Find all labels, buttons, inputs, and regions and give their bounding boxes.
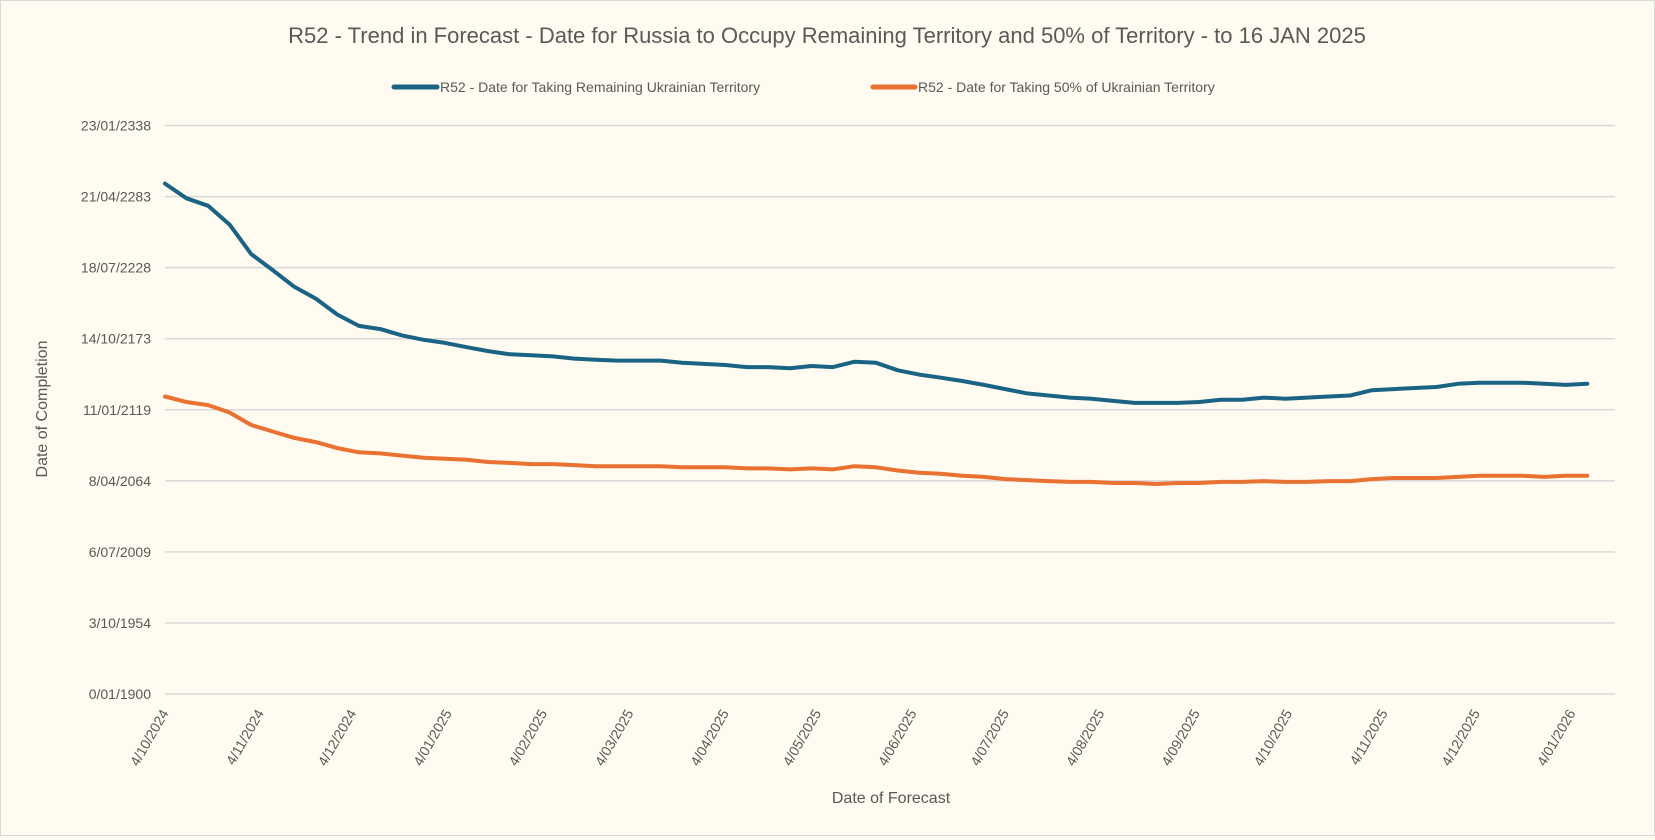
x-axis-ticks: 4/10/2024 4/11/2024 4/12/2024 4/01/2025 4/02… — [127, 706, 1579, 768]
x-axis-title: Date of Forecast — [832, 790, 951, 807]
x-tick-label: 4/03/2025 — [591, 706, 636, 768]
legend: R52 - Date for Taking Remaining Ukrainia… — [394, 79, 1215, 95]
series-line-remaining-territory — [165, 184, 1587, 403]
legend-label-50pct: R52 - Date for Taking 50% of Ukrainian T… — [918, 79, 1215, 95]
x-tick-label: 4/01/2025 — [410, 706, 455, 768]
y-tick-label: 6/07/2009 — [89, 544, 151, 560]
x-tick-label: 4/06/2025 — [875, 706, 920, 768]
y-tick-label: 3/10/1954 — [89, 615, 151, 631]
x-tick-label: 4/01/2026 — [1533, 706, 1578, 768]
gridlines — [165, 126, 1615, 695]
y-axis-title: Date of Completion — [34, 341, 51, 478]
x-tick-label: 4/09/2025 — [1158, 706, 1203, 768]
y-tick-label: 14/10/2173 — [81, 331, 151, 347]
x-tick-label: 4/12/2024 — [314, 706, 359, 768]
x-tick-label: 4/08/2025 — [1062, 706, 1107, 768]
y-tick-label: 8/04/2064 — [89, 473, 151, 489]
x-tick-label: 4/02/2025 — [505, 706, 550, 768]
x-tick-label: 4/04/2025 — [687, 706, 732, 768]
x-tick-label: 4/10/2025 — [1250, 706, 1295, 768]
x-tick-label: 4/11/2025 — [1346, 706, 1391, 767]
series-lines — [165, 184, 1587, 485]
chart-title: R52 - Trend in Forecast - Date for Russi… — [288, 23, 1366, 48]
x-tick-label: 4/11/2024 — [223, 706, 268, 767]
y-tick-label: 18/07/2228 — [81, 260, 151, 276]
x-tick-label: 4/12/2025 — [1438, 706, 1483, 768]
y-axis-ticks: 0/01/1900 3/10/1954 6/07/2009 8/04/2064 11/0… — [81, 118, 151, 703]
y-tick-label: 0/01/1900 — [89, 686, 151, 702]
y-tick-label: 11/01/2119 — [83, 402, 151, 418]
x-tick-label: 4/07/2025 — [967, 706, 1012, 768]
y-tick-label: 23/01/2338 — [81, 118, 151, 134]
x-tick-label: 4/05/2025 — [779, 706, 824, 768]
x-tick-label: 4/10/2024 — [127, 706, 172, 768]
y-tick-label: 21/04/2283 — [81, 189, 151, 205]
legend-label-remaining: R52 - Date for Taking Remaining Ukrainia… — [440, 79, 760, 95]
